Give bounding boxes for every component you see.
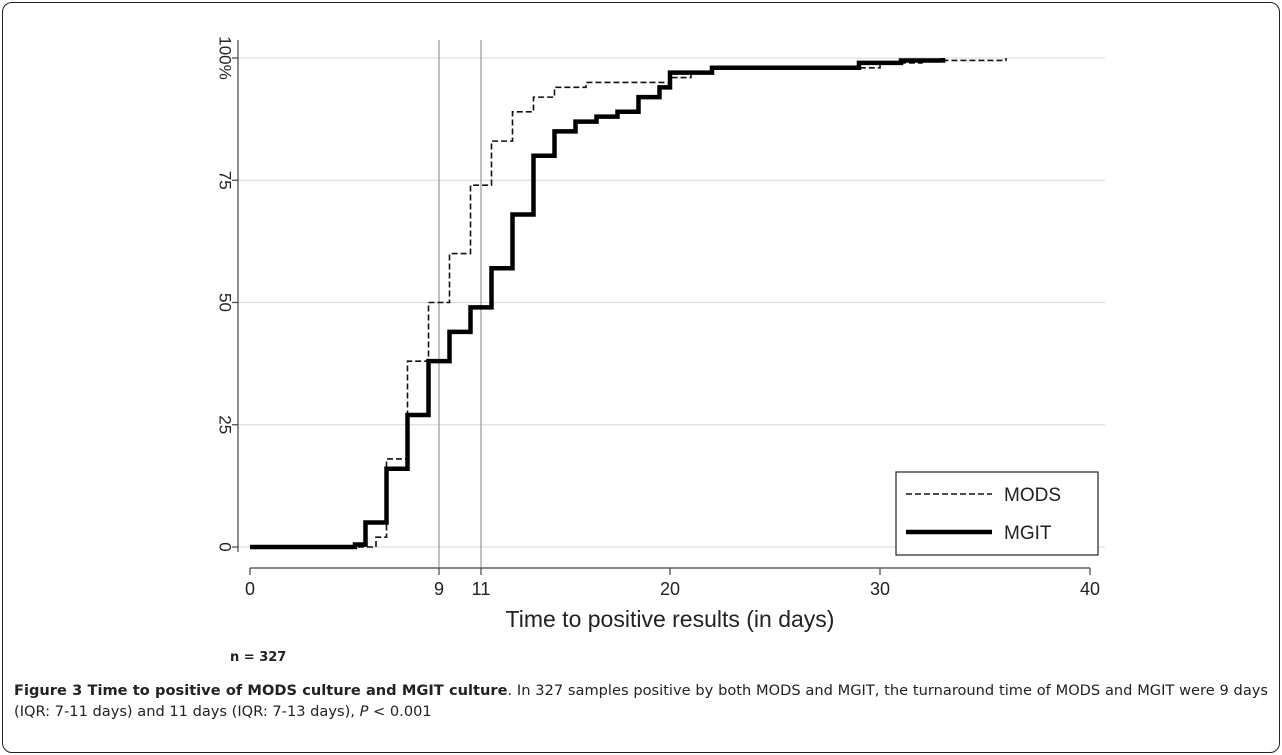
caption-title: Figure 3 Time to positive of MODS cultur… (14, 682, 508, 699)
x-tick-label: 40 (1080, 579, 1100, 599)
series-line-mgit (250, 58, 946, 550)
x-tick-label: 30 (870, 579, 890, 599)
y-tick-label: 25 (216, 415, 235, 434)
y-tick-label: 75 (216, 171, 235, 190)
y-tick-label: 0 (216, 542, 235, 551)
legend: MODS MGIT (895, 471, 1099, 556)
series-layer (250, 58, 1007, 550)
chart: 0 25 50 75 100% 0 9 11 20 30 40 Time to positive re… (216, 36, 1105, 632)
figure-caption: Figure 3 Time to positive of MODS cultur… (14, 680, 1268, 722)
reference-lines (438, 40, 482, 568)
caption-text: . In 327 samples positive by both MODS a… (14, 682, 1269, 720)
x-tick-label: 9 (434, 579, 444, 599)
x-axis-label: Time to positive results (in days) (506, 606, 835, 632)
legend-label-mods: MODS (1004, 485, 1061, 506)
legend-label-mgit: MGIT (1004, 523, 1052, 544)
x-tick-label: 11 (472, 579, 491, 599)
x-tick-label: 0 (245, 579, 255, 599)
x-tick-label: 20 (660, 579, 680, 599)
y-tick-label: 100% (216, 36, 235, 79)
caption-p-symbol: P (359, 703, 369, 720)
caption-p-value: < 0.001 (368, 703, 432, 720)
axes: 0 25 50 75 100% 0 9 11 20 30 40 Time to positive re… (216, 36, 1101, 632)
sample-size-label: n = 327 (230, 650, 287, 665)
y-tick-label: 50 (216, 293, 235, 312)
legend-box (895, 471, 1099, 556)
